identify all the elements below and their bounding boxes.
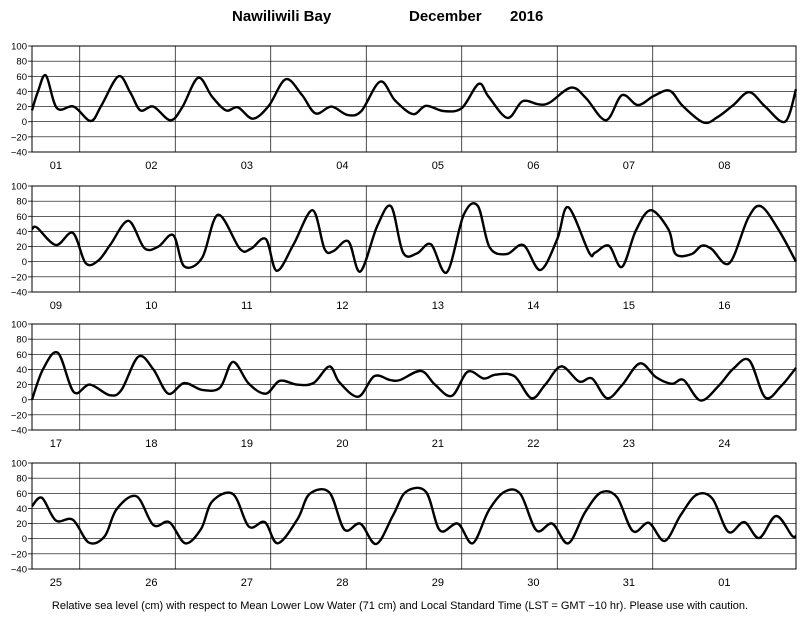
panel-frame bbox=[31, 185, 797, 293]
tide-line bbox=[30, 73, 798, 125]
tide-line bbox=[31, 202, 798, 274]
y-tick-label: 0 bbox=[22, 257, 27, 268]
tide-line bbox=[30, 350, 797, 402]
tide-panel-2: −40 −20 0 20 40 60 80 100 09 10 11 12 13 14 15 16 bbox=[11, 182, 798, 312]
panel-frame bbox=[31, 323, 797, 431]
day-label: 30 bbox=[527, 577, 539, 589]
y-tick-label: −40 bbox=[11, 148, 27, 159]
tide-line bbox=[31, 486, 797, 546]
y-tick-label: 60 bbox=[16, 212, 27, 223]
y-tick-label: 0 bbox=[22, 395, 27, 406]
day-label: 03 bbox=[241, 160, 253, 172]
y-tick-label: 0 bbox=[22, 117, 27, 128]
tide-panel-3: −40 −20 0 20 40 60 80 100 17 18 19 20 21 22 23 24 bbox=[11, 320, 797, 450]
y-tick-label: −20 bbox=[11, 132, 27, 143]
day-label: 29 bbox=[432, 577, 444, 589]
y-tick-label: 100 bbox=[11, 42, 27, 53]
y-tick-label: 100 bbox=[11, 320, 27, 331]
day-label: 26 bbox=[145, 577, 157, 589]
y-tick-label: 20 bbox=[16, 102, 27, 113]
y-tick-label: 80 bbox=[16, 57, 27, 68]
y-tick-label: 100 bbox=[11, 182, 27, 193]
day-label: 14 bbox=[527, 300, 539, 312]
day-label: 17 bbox=[50, 438, 62, 450]
y-tick-label: 20 bbox=[16, 519, 27, 530]
y-tick-label: 80 bbox=[16, 197, 27, 208]
day-label: 24 bbox=[718, 438, 730, 450]
y-tick-label: 80 bbox=[16, 335, 27, 346]
y-tick-label: 0 bbox=[22, 534, 27, 545]
y-tick-label: −40 bbox=[11, 426, 27, 437]
y-tick-label: 40 bbox=[16, 227, 27, 238]
day-label: 01 bbox=[50, 160, 62, 172]
y-tick-label: 40 bbox=[16, 365, 27, 376]
day-label: 21 bbox=[432, 438, 444, 450]
y-tick-label: −20 bbox=[11, 272, 27, 283]
day-label: 07 bbox=[623, 160, 635, 172]
day-label: 11 bbox=[241, 300, 252, 312]
day-label: 16 bbox=[718, 300, 730, 312]
tide-panel-1: −40 −20 0 20 40 60 80 100 01 02 03 04 05 06 07 08 bbox=[11, 42, 798, 172]
panel-frame bbox=[31, 45, 797, 153]
y-tick-label: −20 bbox=[11, 549, 27, 560]
title-year: 2016 bbox=[510, 8, 544, 25]
day-label: 19 bbox=[241, 438, 253, 450]
day-label: 10 bbox=[145, 300, 157, 312]
day-label: 15 bbox=[623, 300, 635, 312]
y-tick-label: 60 bbox=[16, 350, 27, 361]
y-tick-label: 60 bbox=[16, 489, 27, 500]
day-label: 08 bbox=[718, 160, 730, 172]
title-location: Nawiliwili Bay bbox=[232, 8, 332, 25]
chart-title: Nawiliwili Bay December 2016 bbox=[0, 8, 800, 30]
day-label: 05 bbox=[432, 160, 444, 172]
day-label: 13 bbox=[432, 300, 444, 312]
day-label: 01 bbox=[718, 577, 730, 589]
day-label: 27 bbox=[241, 577, 253, 589]
y-tick-label: −40 bbox=[11, 565, 27, 576]
day-label: 04 bbox=[336, 160, 348, 172]
day-label: 25 bbox=[50, 577, 62, 589]
y-tick-label: 20 bbox=[16, 242, 27, 253]
y-tick-label: −40 bbox=[11, 288, 27, 299]
y-tick-label: 100 bbox=[11, 459, 27, 470]
y-tick-label: 80 bbox=[16, 474, 27, 485]
day-label: 18 bbox=[145, 438, 157, 450]
footer-note: Relative sea level (cm) with respect to … bbox=[51, 600, 749, 612]
title-month: December bbox=[409, 8, 482, 25]
day-label: 23 bbox=[623, 438, 635, 450]
day-label: 22 bbox=[527, 438, 539, 450]
y-tick-label: 20 bbox=[16, 380, 27, 391]
y-tick-label: 40 bbox=[16, 87, 27, 98]
tide-panel-4: −40 −20 0 20 40 60 80 100 25 26 27 28 29 30 31 01 bbox=[11, 459, 797, 589]
y-tick-label: −20 bbox=[11, 410, 27, 421]
panel-frame bbox=[31, 462, 797, 570]
day-label: 28 bbox=[336, 577, 348, 589]
day-label: 02 bbox=[145, 160, 157, 172]
y-tick-label: 40 bbox=[16, 504, 27, 515]
day-label: 12 bbox=[336, 300, 348, 312]
day-label: 20 bbox=[336, 438, 348, 450]
day-label: 09 bbox=[50, 300, 62, 312]
day-label: 31 bbox=[623, 577, 635, 589]
day-label: 06 bbox=[527, 160, 539, 172]
y-tick-label: 60 bbox=[16, 72, 27, 83]
